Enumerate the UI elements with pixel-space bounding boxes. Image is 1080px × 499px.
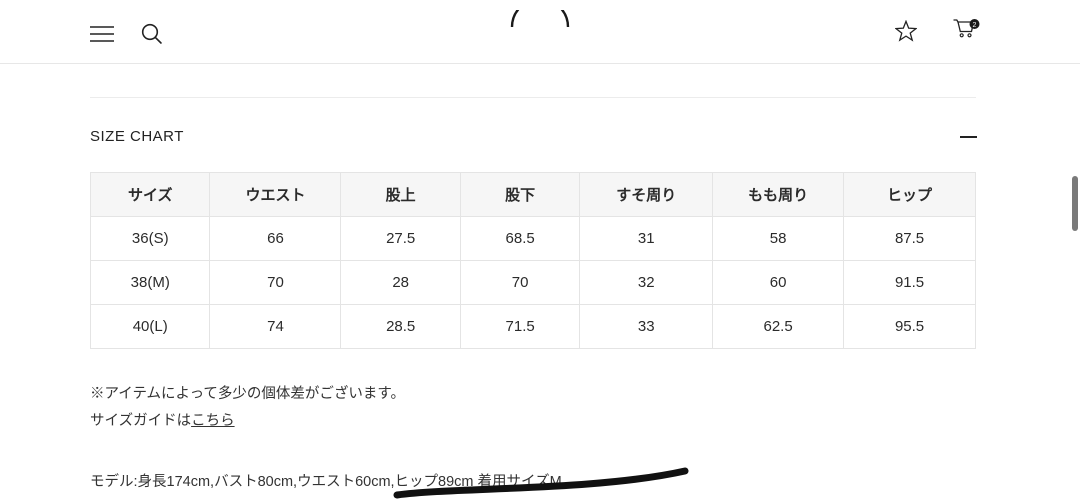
svg-text:2: 2 xyxy=(973,22,977,29)
